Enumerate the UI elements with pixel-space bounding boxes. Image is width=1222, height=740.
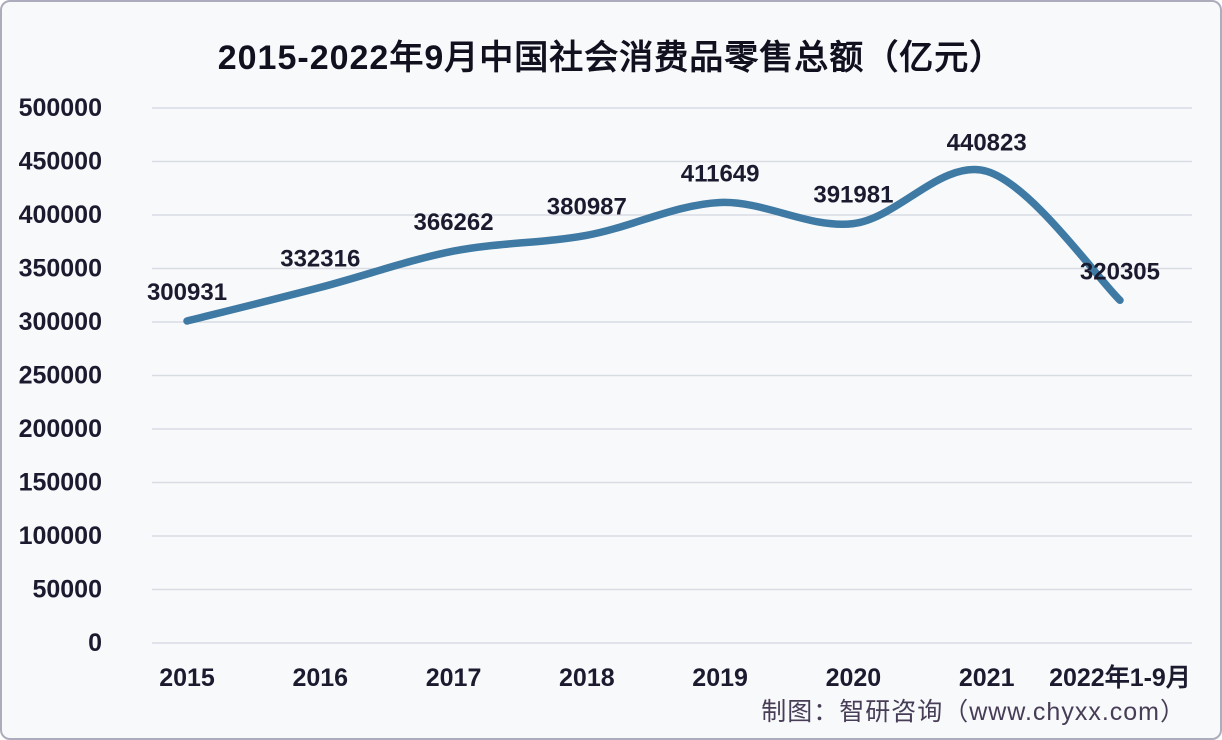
- x-tick-label: 2021: [959, 664, 1015, 692]
- y-tick-label: 400000: [19, 201, 102, 229]
- data-point-label: 332316: [280, 245, 360, 272]
- y-tick-label: 300000: [19, 308, 102, 336]
- y-tick-label: 100000: [19, 522, 102, 550]
- data-series-line: [183, 165, 1124, 325]
- y-tick-label: 450000: [19, 148, 102, 176]
- y-tick-label: 150000: [19, 469, 102, 497]
- data-point-label: 391981: [813, 182, 893, 209]
- y-tick-label: 200000: [19, 415, 102, 443]
- y-tick-label: 350000: [19, 255, 102, 283]
- data-point-label: 380987: [547, 193, 627, 220]
- x-tick-label: 2020: [826, 664, 882, 692]
- x-tick-label: 2016: [292, 664, 348, 692]
- data-point-label: 366262: [414, 209, 494, 236]
- x-tick-label: 2019: [692, 664, 748, 692]
- y-tick-label: 0: [88, 629, 102, 657]
- data-point-label: 440823: [947, 129, 1027, 156]
- x-tick-label: 2022年1-9月: [1049, 663, 1191, 692]
- data-point-label: 411649: [681, 161, 760, 188]
- y-tick-label: 500000: [19, 94, 102, 122]
- x-tick-label: 2018: [559, 664, 615, 692]
- data-point-label: 320305: [1080, 258, 1160, 285]
- x-tick-label: 2017: [426, 664, 482, 692]
- chart-title: 2015-2022年9月中国社会消费品零售总额（亿元）: [217, 39, 1005, 77]
- y-tick-label: 50000: [32, 576, 102, 604]
- y-tick-label: 250000: [19, 362, 102, 390]
- attribution-text: 制图：智研咨询（www.chyxx.com）: [761, 698, 1186, 726]
- data-point-label: 300931: [147, 279, 227, 306]
- x-tick-label: 2015: [159, 664, 215, 692]
